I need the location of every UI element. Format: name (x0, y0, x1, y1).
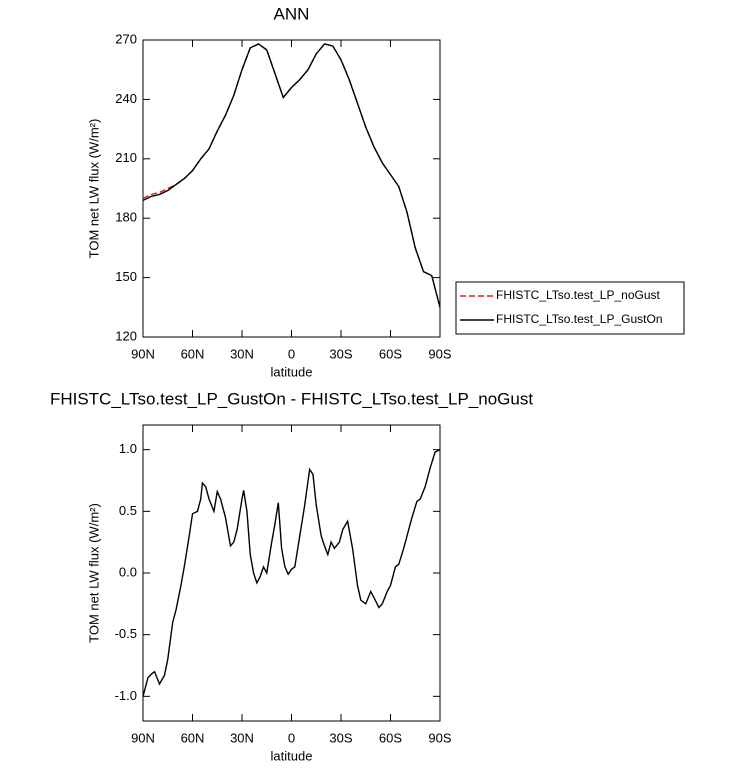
plot-frame (142, 424, 441, 722)
x-tick-label: 60N (181, 346, 205, 361)
y-tick-label: -1.0 (115, 688, 137, 703)
x-tick-label: 30S (329, 730, 352, 745)
legend-label: FHISTC_LTso.test_LP_GustOn (496, 312, 663, 326)
y-tick-label: 150 (115, 269, 137, 284)
line (142, 43, 441, 308)
x-tick-label: 90S (428, 346, 451, 361)
x-tick-label: 60S (379, 730, 402, 745)
x-tick-label: 30S (329, 346, 352, 361)
chart-title: ANN (274, 4, 310, 23)
y-tick-label: -0.5 (115, 626, 137, 641)
x-tick-label: 30N (230, 730, 254, 745)
x-tick-label: 90N (131, 346, 155, 361)
legend-label: FHISTC_LTso.test_LP_noGust (496, 288, 661, 302)
y-axis-label: TOM net LW flux (W/m²) (86, 503, 101, 643)
y-tick-label: 240 (115, 91, 137, 106)
x-tick-label: 60N (181, 730, 205, 745)
y-tick-label: 210 (115, 150, 137, 165)
x-axis-label: latitude (271, 748, 313, 763)
chart-title: FHISTC_LTso.test_LP_GustOn - FHISTC_LTso… (50, 389, 533, 408)
x-tick-label: 30N (230, 346, 254, 361)
x-tick-label: 60S (379, 346, 402, 361)
x-tick-label: 90S (428, 730, 451, 745)
y-tick-label: 180 (115, 210, 137, 225)
y-tick-label: 120 (115, 328, 137, 343)
x-axis-label: latitude (271, 364, 313, 379)
y-tick-label: 0.0 (119, 564, 137, 579)
x-tick-label: 90N (131, 730, 155, 745)
y-tick-label: 0.5 (119, 503, 137, 518)
plot-frame (142, 39, 441, 338)
x-tick-label: 0 (288, 346, 295, 361)
y-tick-label: 1.0 (119, 441, 137, 456)
line (142, 449, 441, 697)
y-tick-label: 270 (115, 31, 137, 46)
legend-box (455, 281, 685, 335)
y-axis-label: TOM net LW flux (W/m²) (86, 119, 101, 259)
x-tick-label: 0 (288, 730, 295, 745)
